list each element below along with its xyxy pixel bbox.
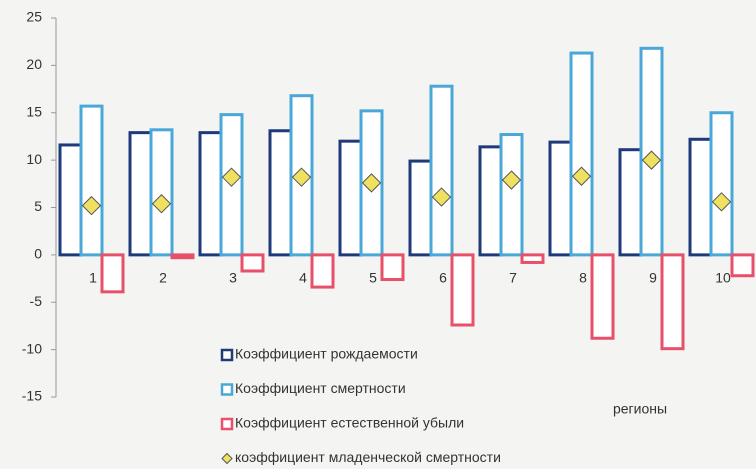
bar [730, 253, 755, 278]
legend-swatch [220, 348, 234, 362]
bar [548, 140, 573, 257]
x-tick-label: 2 [159, 270, 167, 286]
legend-label: Коэффициент естественной убыли [235, 415, 464, 431]
y-tick-label: 25 [26, 9, 42, 25]
x-tick-label: 3 [229, 270, 237, 286]
bar [569, 51, 594, 257]
legend-swatch [221, 452, 233, 465]
x-tick-label: 1 [89, 270, 97, 286]
bar [380, 253, 405, 282]
x-tick-label: 4 [299, 270, 307, 286]
bar [268, 129, 293, 257]
bar [240, 253, 265, 273]
legend-label: Коэффициент смертности [235, 380, 406, 396]
bar [590, 253, 615, 340]
y-tick-label: 0 [34, 246, 42, 262]
bar [79, 104, 104, 257]
diamond-marker [221, 167, 242, 187]
bar [520, 253, 545, 264]
bar [310, 253, 335, 289]
y-tick-label: -5 [30, 293, 43, 309]
diamond-marker [571, 166, 592, 186]
legend-label: Коэффициент рождаемости [235, 346, 418, 362]
x-tick-label: 5 [369, 270, 377, 286]
bar [170, 253, 195, 260]
diamond-marker [711, 192, 732, 212]
diamond-marker [501, 170, 522, 190]
diamond-marker [81, 195, 102, 216]
bar [429, 84, 454, 257]
x-tick-label: 8 [579, 270, 587, 286]
y-tick-label: 5 [34, 198, 42, 214]
bar [338, 139, 363, 257]
diamond-marker [151, 194, 172, 214]
x-tick-label: 9 [649, 270, 657, 286]
legend-label: коэффициент младенческой смертности [235, 449, 501, 465]
bar [709, 111, 734, 257]
y-tick-label: 15 [26, 103, 42, 119]
diamond-marker [291, 167, 312, 187]
legend-swatch [220, 417, 234, 431]
y-tick-label: -15 [22, 388, 42, 404]
bar [478, 145, 503, 257]
diamond-marker [361, 173, 382, 193]
bar [618, 148, 643, 257]
bar [660, 253, 685, 351]
diamond-marker [431, 187, 452, 207]
y-tick-label: 20 [26, 56, 42, 72]
y-tick-label: 10 [26, 151, 42, 167]
bar [198, 131, 223, 257]
y-tick-label: -10 [22, 340, 42, 356]
bar [450, 253, 475, 327]
bar [58, 143, 83, 257]
x-tick-label: 7 [509, 270, 517, 286]
x-axis-title: регионы [613, 401, 667, 417]
legend-swatch [220, 383, 234, 396]
bar [149, 128, 174, 257]
bar [128, 131, 153, 257]
x-tick-label: 10 [715, 270, 731, 286]
bar [688, 137, 713, 257]
bar [100, 253, 125, 294]
bar [499, 133, 524, 257]
diamond-marker [641, 150, 662, 170]
x-tick-label: 6 [439, 270, 447, 286]
bar [408, 159, 433, 257]
